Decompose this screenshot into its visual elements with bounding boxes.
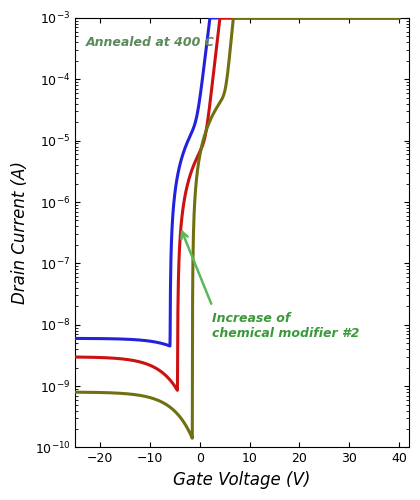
Text: Increase of
chemical modifier #2: Increase of chemical modifier #2 <box>213 312 360 340</box>
Y-axis label: Drain Current (A): Drain Current (A) <box>11 161 29 304</box>
Text: Annealed at 400 C: Annealed at 400 C <box>85 36 214 49</box>
X-axis label: Gate Voltage (V): Gate Voltage (V) <box>173 471 311 489</box>
